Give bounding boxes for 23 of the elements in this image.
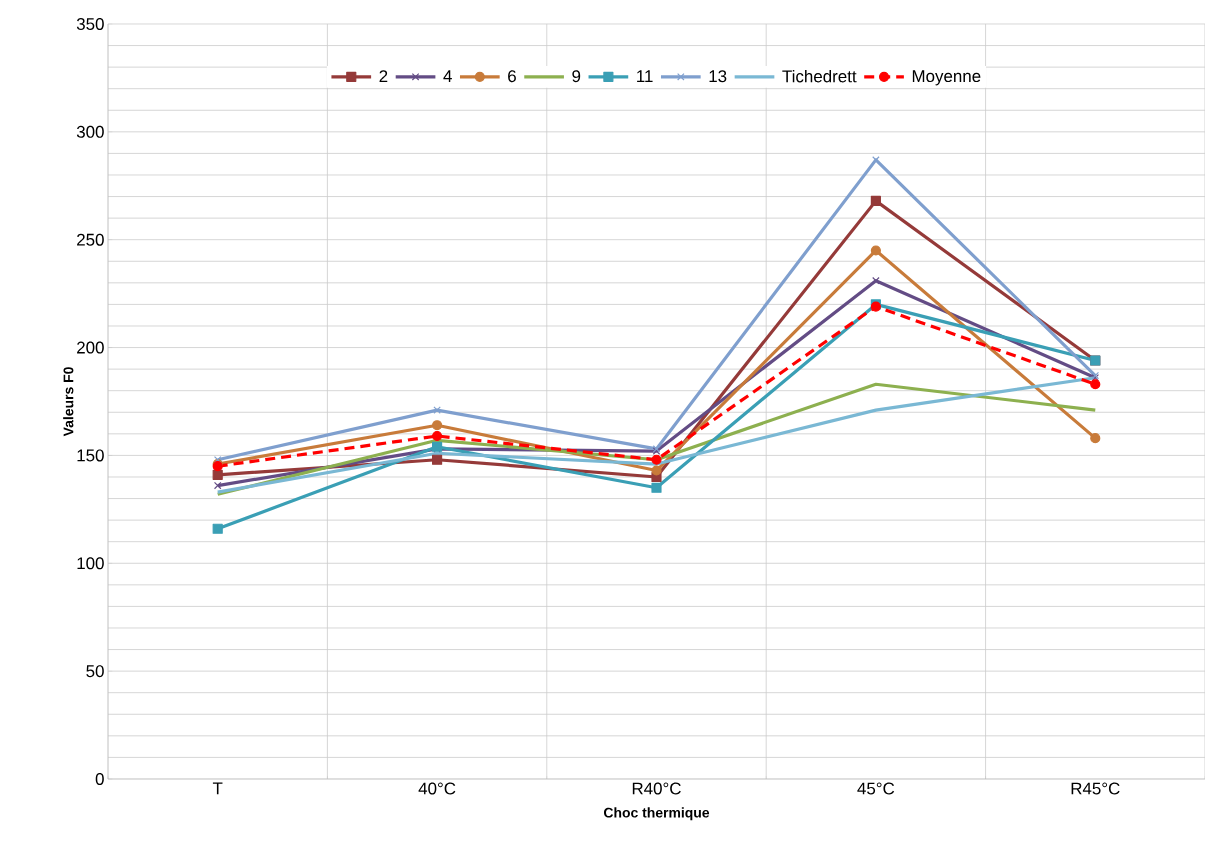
x-tick-label: R40°C — [632, 782, 681, 795]
x-tick-label: 45°C — [857, 782, 895, 795]
x-axis-title: Choc thermique — [603, 807, 710, 821]
y-axis-title: Valeurs F0 — [63, 367, 74, 437]
legend-label: Moyenne — [912, 70, 981, 86]
y-tick-label: 200 — [77, 341, 104, 354]
legend-label: 13 — [709, 70, 727, 83]
y-tick-label: 0 — [95, 772, 104, 785]
y-tick-label: 50 — [86, 665, 104, 678]
legend-label: 11 — [637, 70, 653, 82]
y-tick-label: 300 — [76, 125, 104, 138]
y-tick-label: 350 — [76, 17, 104, 30]
legend-label: 9 — [572, 70, 581, 83]
legend-label: Tichedrett — [782, 69, 857, 83]
x-tick-label: R45°C — [1071, 782, 1120, 795]
legend-label: 4 — [443, 70, 452, 82]
y-tick-label: 150 — [77, 449, 104, 462]
y-tick-label: 100 — [77, 557, 104, 570]
legend-label: 6 — [508, 70, 516, 83]
x-tick-label: T — [212, 782, 223, 795]
legend-label: 2 — [379, 70, 388, 83]
x-tick-label: 40°C — [418, 782, 456, 795]
y-tick-label: 250 — [77, 233, 104, 246]
